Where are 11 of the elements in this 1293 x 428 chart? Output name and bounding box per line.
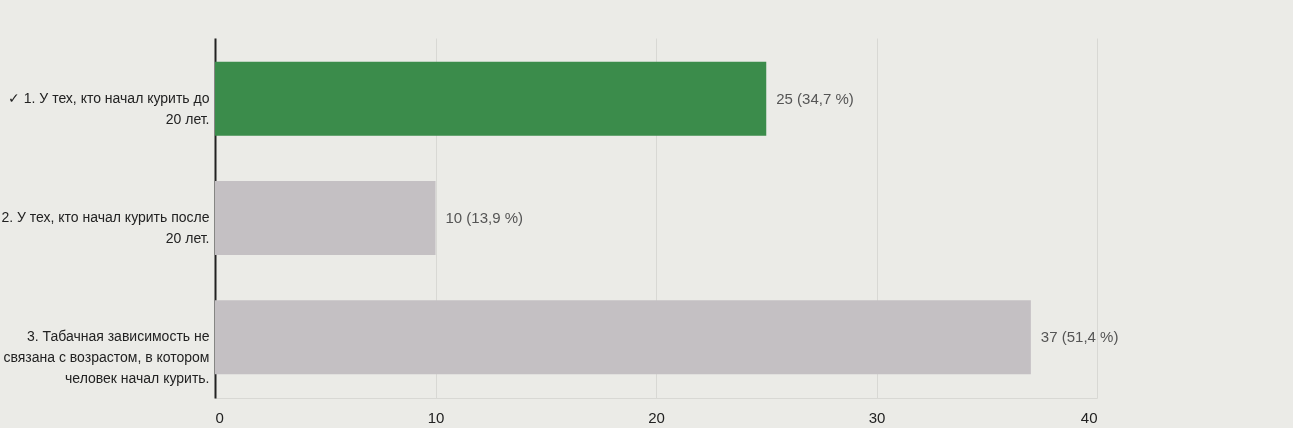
y-tick-label: 2. У тех, кто начал курить после 20 лет.	[1, 209, 210, 246]
x-tick-label: 10	[427, 408, 445, 426]
x-tick-label: 20	[648, 408, 665, 426]
data-label: 25 (34,7 %)	[776, 89, 854, 107]
x-tick-label: 40	[1080, 408, 1098, 426]
x-tick-label: 30	[868, 408, 886, 426]
data-label: 37 (51,4 %)	[1040, 328, 1119, 346]
y-tick-label: 3. Табачная зависимость не связана с возрастом, в котором человек начал курить.	[3, 328, 210, 387]
data-label: 10 (13,9 %)	[445, 209, 524, 226]
y-tick-label: ✓ 1. У тех, кто начал курить до 20 лет.	[7, 89, 210, 127]
x-tick-label: 0	[215, 408, 224, 426]
